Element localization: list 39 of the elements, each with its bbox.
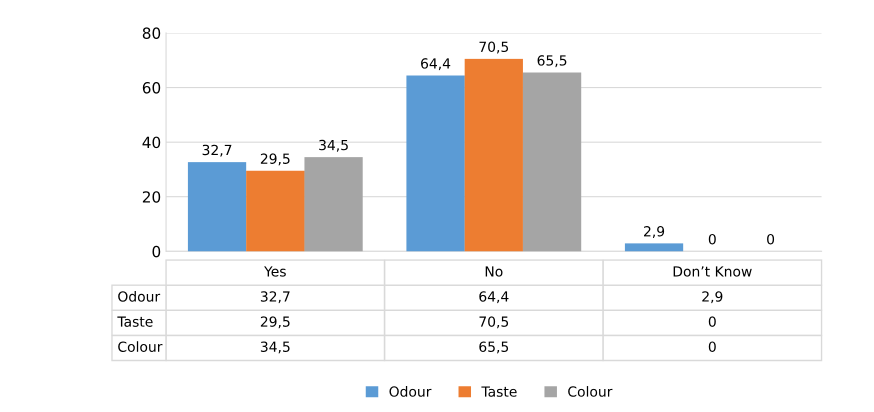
text: Odour <box>118 291 160 302</box>
text: Colour <box>118 341 162 352</box>
data-label: 65,5 <box>479 341 508 354</box>
text: 64,4 <box>421 58 450 70</box>
bar <box>304 157 363 252</box>
text: 65,5 <box>538 55 566 68</box>
text: 2,9 <box>644 226 664 238</box>
text: Taste <box>117 316 153 327</box>
bar <box>406 76 465 252</box>
text: 29,5 <box>260 153 290 166</box>
data-label: 32,7 <box>260 291 290 304</box>
data-label: 2,9 <box>702 291 722 304</box>
x-tick-label: No <box>486 266 502 277</box>
bar <box>188 162 246 252</box>
y-tick-label: 20 <box>142 191 160 203</box>
data-label: 64,4 <box>479 291 508 304</box>
text: 32,7 <box>202 144 232 157</box>
y-tick-label: 40 <box>142 136 160 148</box>
bar <box>464 58 523 252</box>
y-tick-label: 80 <box>142 27 160 39</box>
data-label: 29,5 <box>260 316 290 328</box>
data-label: 34,5 <box>260 341 290 354</box>
text: 0 <box>767 234 774 244</box>
y-tick-label: 60 <box>142 82 160 94</box>
x-tick-label: Don’t Know <box>674 266 752 277</box>
data-label: 0 <box>708 341 716 352</box>
text: 0 <box>708 234 716 244</box>
legend-label: Odour <box>389 386 432 397</box>
data-label: 0 <box>708 316 716 327</box>
legend-label: Colour <box>568 386 612 397</box>
text: 34,5 <box>319 140 348 152</box>
bar <box>522 72 582 252</box>
bar <box>624 243 684 252</box>
text: 70,5 <box>479 42 508 54</box>
data-label: 70,5 <box>479 316 508 328</box>
y-tick-label: 0 <box>152 246 160 258</box>
legend-label: Taste <box>481 386 517 397</box>
x-tick-label: Yes <box>264 266 286 277</box>
bar <box>246 170 304 252</box>
